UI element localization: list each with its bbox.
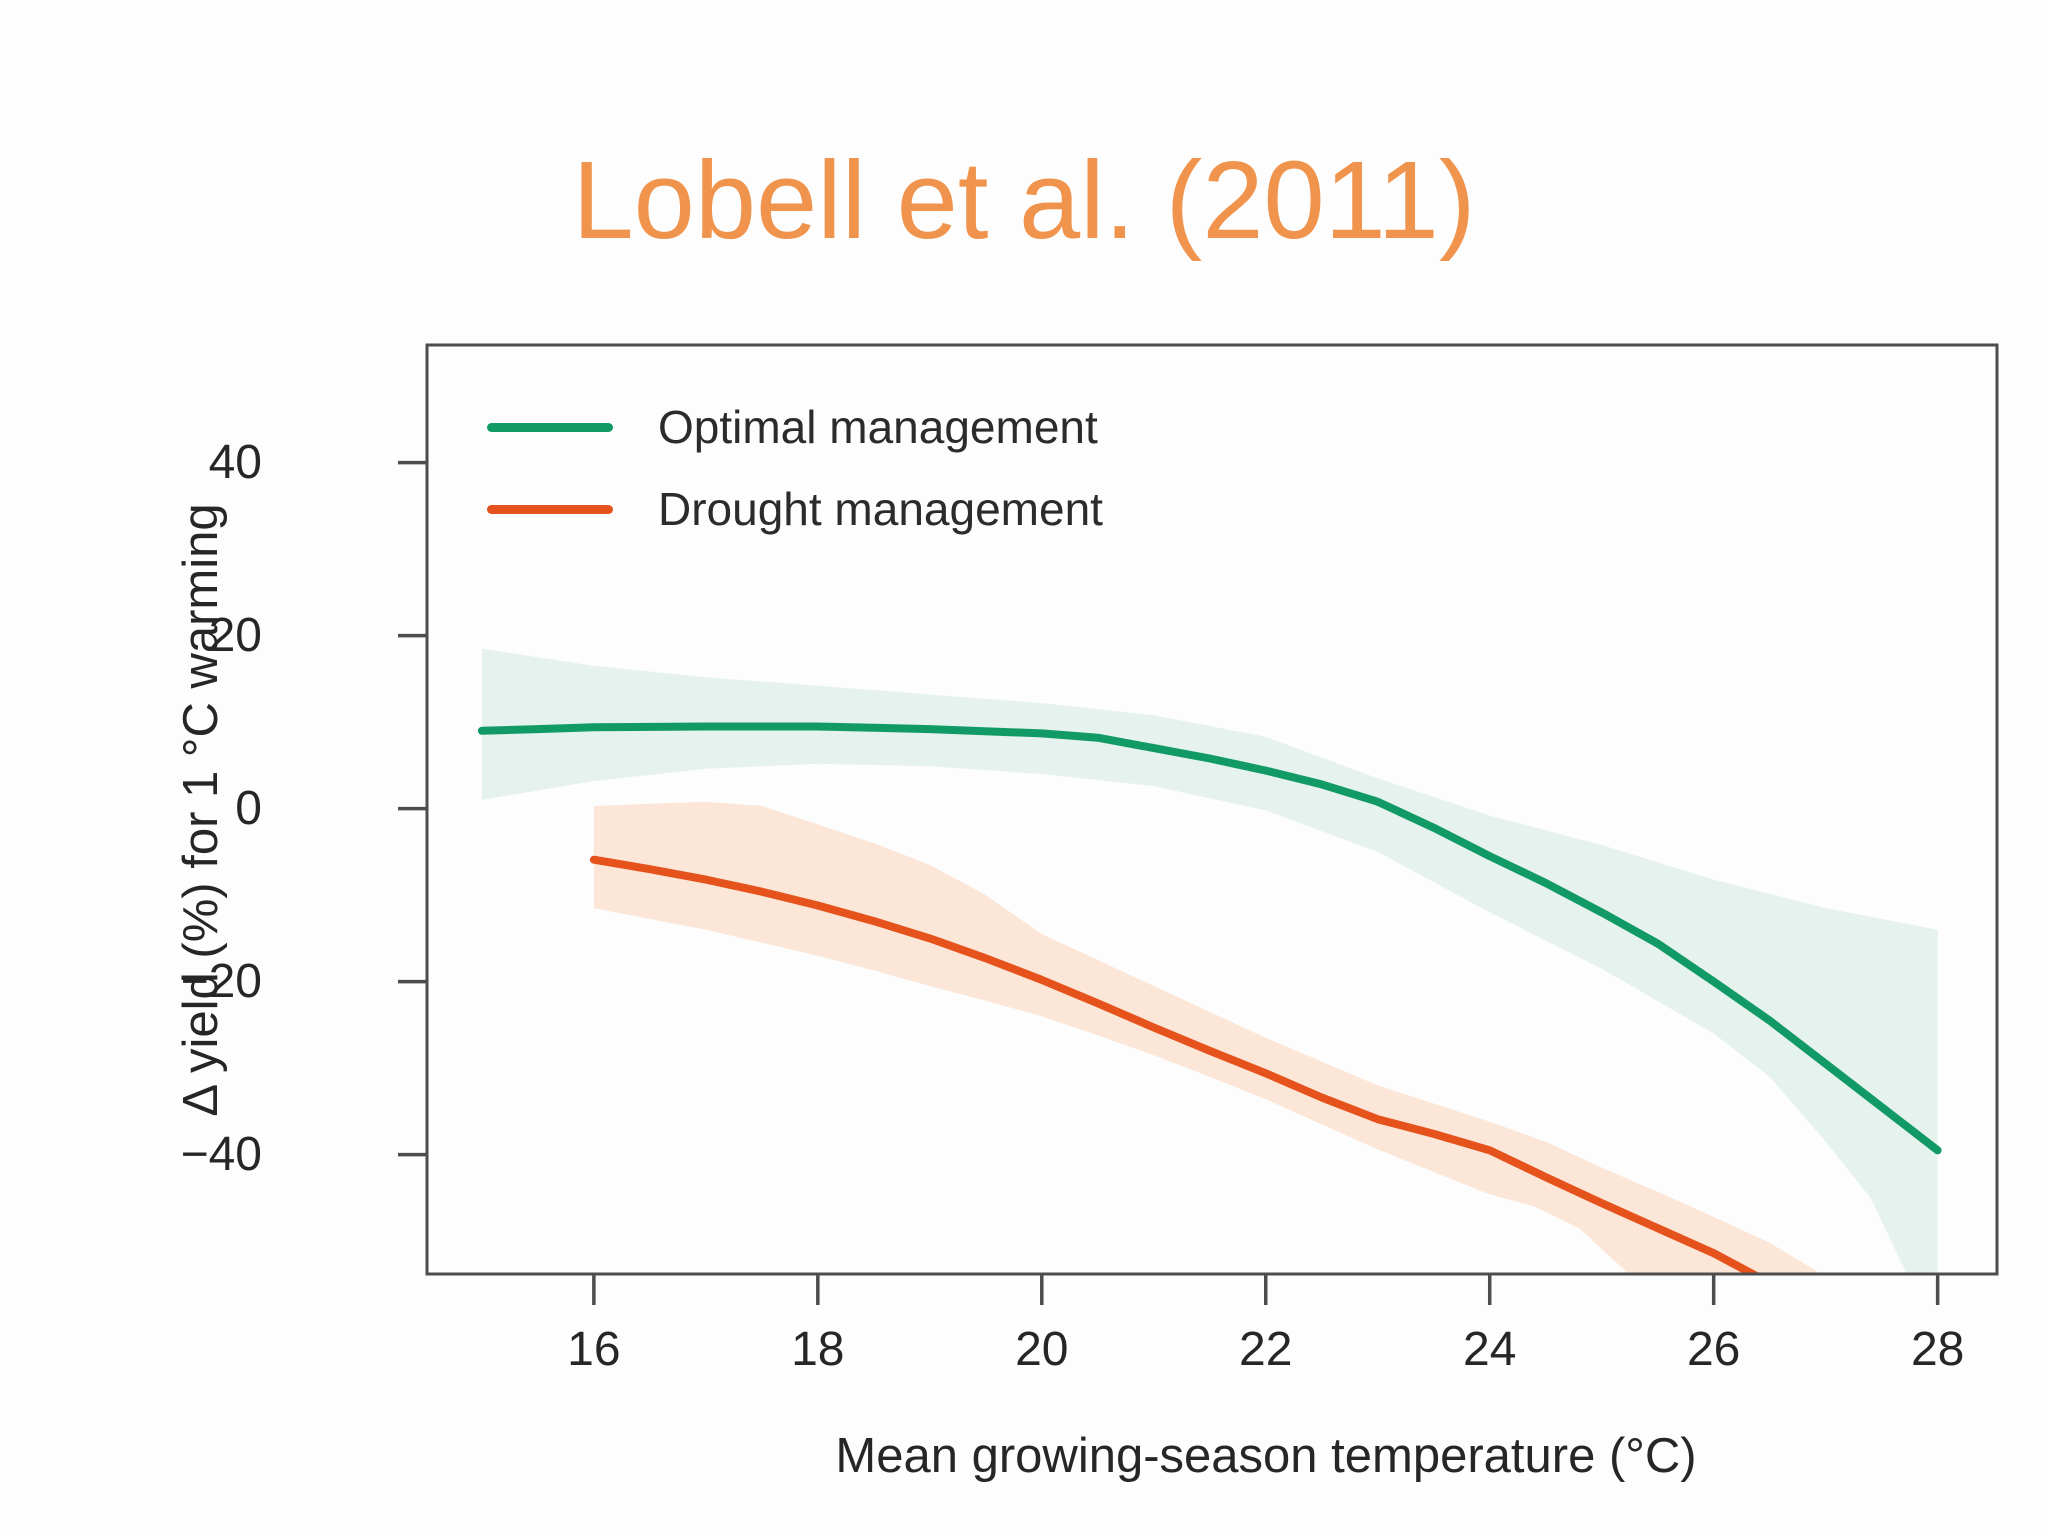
confidence-band-drought <box>593 801 1822 1274</box>
confidence-band-optimal <box>481 648 1938 1274</box>
y-tick-label: −20 <box>180 954 262 1008</box>
x-tick-label: 28 <box>1910 1323 1965 1376</box>
x-tick-label: 18 <box>791 1323 845 1376</box>
series-line-drought <box>589 855 1762 1274</box>
legend-swatch-drought <box>487 505 613 514</box>
series-line-optimal <box>477 722 1942 1155</box>
legend-swatch-optimal <box>487 423 613 432</box>
legend-label-optimal: Optimal management <box>658 401 1098 453</box>
y-axis-label: Δ yield (%) for 1 °C warming <box>174 503 228 1117</box>
x-tick-label: 24 <box>1463 1323 1517 1376</box>
y-tick-label: 20 <box>208 608 262 662</box>
x-tick-label: 20 <box>1015 1323 1069 1376</box>
y-tick-label: 40 <box>208 435 262 489</box>
x-tick-label: 22 <box>1239 1323 1293 1376</box>
x-tick-label: 26 <box>1686 1323 1741 1376</box>
page-title: Lobell et al. (2011) <box>572 139 1476 262</box>
x-tick-label: 16 <box>567 1323 621 1376</box>
x-axis-label: Mean growing-season temperature (°C) <box>835 1429 1697 1483</box>
y-tick-label: 0 <box>235 781 262 835</box>
legend-label-drought: Drought management <box>658 483 1103 535</box>
y-tick-label: −40 <box>180 1127 262 1181</box>
